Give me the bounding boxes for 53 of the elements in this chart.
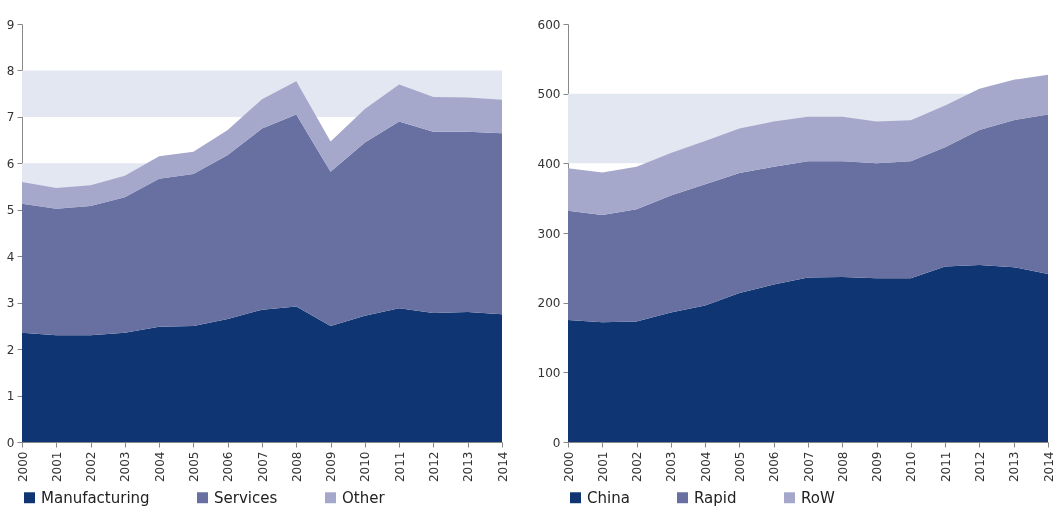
y-tick-label: 7 (6, 110, 15, 125)
y-tick-label: 6 (6, 156, 15, 171)
x-tick-label: 2007 (801, 451, 816, 483)
x-tick-label: 2010 (358, 451, 373, 483)
y-tick-label: 9 (6, 17, 15, 32)
x-tick-label: 2009 (324, 451, 339, 483)
x-tick-label: 2012 (972, 451, 987, 483)
legend-label: Services (214, 488, 278, 507)
legend-label: Rapid (694, 488, 737, 507)
x-tick-label: 2014 (495, 451, 510, 483)
y-tick-label: 5 (6, 203, 15, 218)
x-tick-label: 2003 (118, 451, 133, 483)
y-tick-label: 4 (6, 249, 15, 264)
y-tick-label: 300 (537, 226, 561, 241)
y-tick-label: 2 (6, 342, 15, 357)
y-tick-label: 400 (537, 156, 561, 171)
x-tick-label: 2006 (767, 451, 782, 483)
y-tick-label: 100 (537, 365, 561, 380)
x-tick-label: 2011 (392, 451, 407, 483)
x-tick-label: 2002 (630, 451, 645, 483)
y-tick-label: 600 (537, 17, 561, 32)
x-tick-label: 2012 (426, 451, 441, 483)
x-tick-label: 2001 (49, 451, 64, 483)
x-tick-label: 2001 (595, 451, 610, 483)
y-tick-label: 500 (537, 87, 561, 102)
x-tick-label: 2000 (15, 451, 30, 483)
x-tick-label: 2008 (289, 451, 304, 483)
x-tick-label: 2010 (904, 451, 919, 483)
x-tick-label: 2013 (461, 451, 476, 483)
legend-label: Other (342, 488, 386, 507)
legend-label: Manufacturing (41, 488, 150, 507)
x-tick-label: 2009 (870, 451, 885, 483)
x-tick-label: 2004 (698, 451, 713, 483)
y-tick-label: 200 (537, 296, 561, 311)
legend-label: China (587, 488, 630, 507)
y-tick-label: 0 (552, 435, 561, 450)
x-tick-label: 2013 (1007, 451, 1022, 483)
y-tick-label: 3 (6, 296, 15, 311)
x-tick-label: 2006 (221, 451, 236, 483)
x-tick-label: 2000 (561, 451, 576, 483)
x-tick-label: 2008 (835, 451, 850, 483)
y-tick-label: 1 (6, 389, 15, 404)
x-tick-label: 2007 (255, 451, 270, 483)
x-tick-label: 2005 (732, 451, 747, 483)
x-tick-label: 2005 (186, 451, 201, 483)
x-tick-label: 2004 (152, 451, 167, 483)
x-tick-label: 2003 (664, 451, 679, 483)
x-tick-label: 2014 (1041, 451, 1056, 483)
y-tick-label: 8 (6, 63, 15, 78)
legend-label: RoW (801, 488, 835, 507)
x-tick-label: 2002 (84, 451, 99, 483)
x-tick-label: 2011 (938, 451, 953, 483)
y-tick-label: 0 (6, 435, 15, 450)
